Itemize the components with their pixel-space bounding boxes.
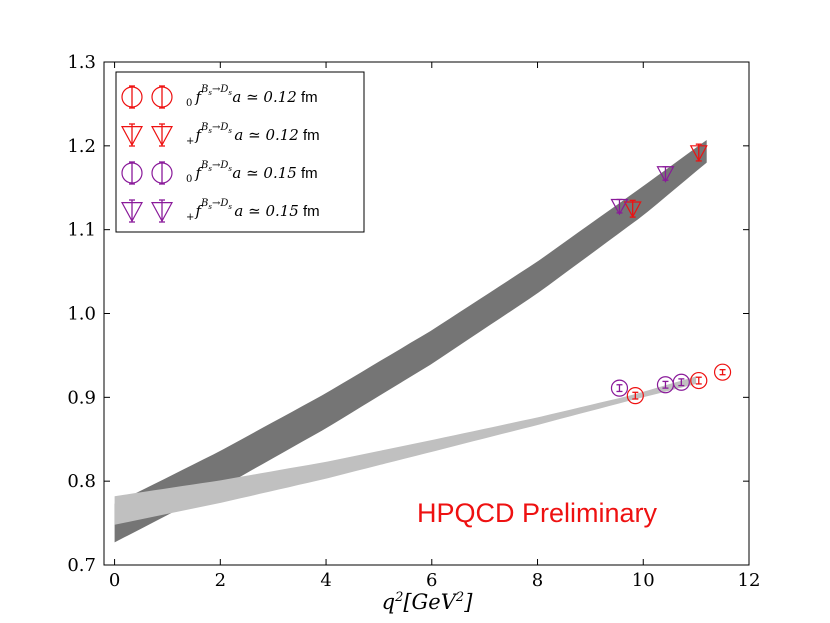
y-tick-label: 1.2 (67, 136, 96, 157)
x-axis-title: q2[GeV2] (382, 590, 474, 614)
series-3-point-1 (656, 166, 675, 183)
legend-entry-1: fBs→Ds + a ≃ 0.12 fm (120, 122, 320, 147)
legend-marker (121, 161, 143, 185)
legend-marker (150, 123, 174, 147)
series-3-point-0 (610, 198, 629, 216)
legend-marker (151, 85, 173, 109)
y-tick-label: 1.0 (67, 304, 96, 325)
series-0-point-0 (626, 387, 644, 405)
x-tick-label: 6 (426, 570, 437, 591)
y-tick-label: 0.9 (67, 387, 96, 408)
x-tick-label: 2 (215, 570, 226, 591)
series-1-point-1 (689, 143, 708, 162)
f-plus-band (114, 140, 707, 543)
legend-box (115, 71, 365, 233)
x-tick-label: 12 (738, 570, 761, 591)
y-tick-label: 1.3 (67, 52, 96, 73)
x-tick-label: 10 (632, 570, 655, 591)
legend-label: fBs→Ds + a ≃ 0.12 fm (186, 122, 320, 147)
legend-marker (120, 199, 144, 223)
x-tick-label: 4 (320, 570, 331, 591)
y-tick-label: 1.1 (67, 220, 96, 241)
legend-label: fBs→Ds + a ≃ 0.15 fm (186, 198, 320, 223)
fit-bands (114, 140, 707, 543)
axis-ticks: 0 2 4 6 8 10 12 0.7 0.8 0.9 1.0 1.1 1.2 1.3 (67, 52, 760, 591)
y-tick-label: 0.8 (67, 471, 96, 492)
data-points (610, 143, 732, 405)
y-tick-label: 0.7 (67, 555, 96, 576)
legend-marker (121, 85, 143, 109)
hpqcd-preliminary-annotation: HPQCD Preliminary (417, 498, 658, 528)
series-0-point-1 (690, 371, 708, 390)
x-tick-label: 0 (109, 570, 120, 591)
legend-label: fBs→Ds 0 a ≃ 0.12 fm (186, 84, 318, 109)
legend-label: fBs→Ds 0 a ≃ 0.15 fm (186, 160, 318, 185)
series-1-point-0 (623, 199, 642, 218)
series-0-point-2 (713, 363, 732, 381)
legend-marker (151, 161, 173, 185)
legend-marker (150, 199, 174, 223)
series-2-point-0 (610, 379, 629, 397)
legend-marker (120, 123, 144, 147)
legend-entry-0: fBs→Ds 0 a ≃ 0.12 fm (121, 84, 318, 109)
legend-entry-3: fBs→Ds + a ≃ 0.15 fm (120, 198, 320, 223)
legend-entry-2: fBs→Ds 0 a ≃ 0.15 fm (121, 160, 318, 185)
f-zero-band (114, 376, 697, 525)
series-2-point-2 (672, 373, 690, 391)
x-tick-label: 8 (532, 570, 543, 591)
legend: fBs→Ds 0 a ≃ 0.12 fm fBs→Ds + a ≃ 0.12 fm fBs→… (115, 71, 365, 233)
